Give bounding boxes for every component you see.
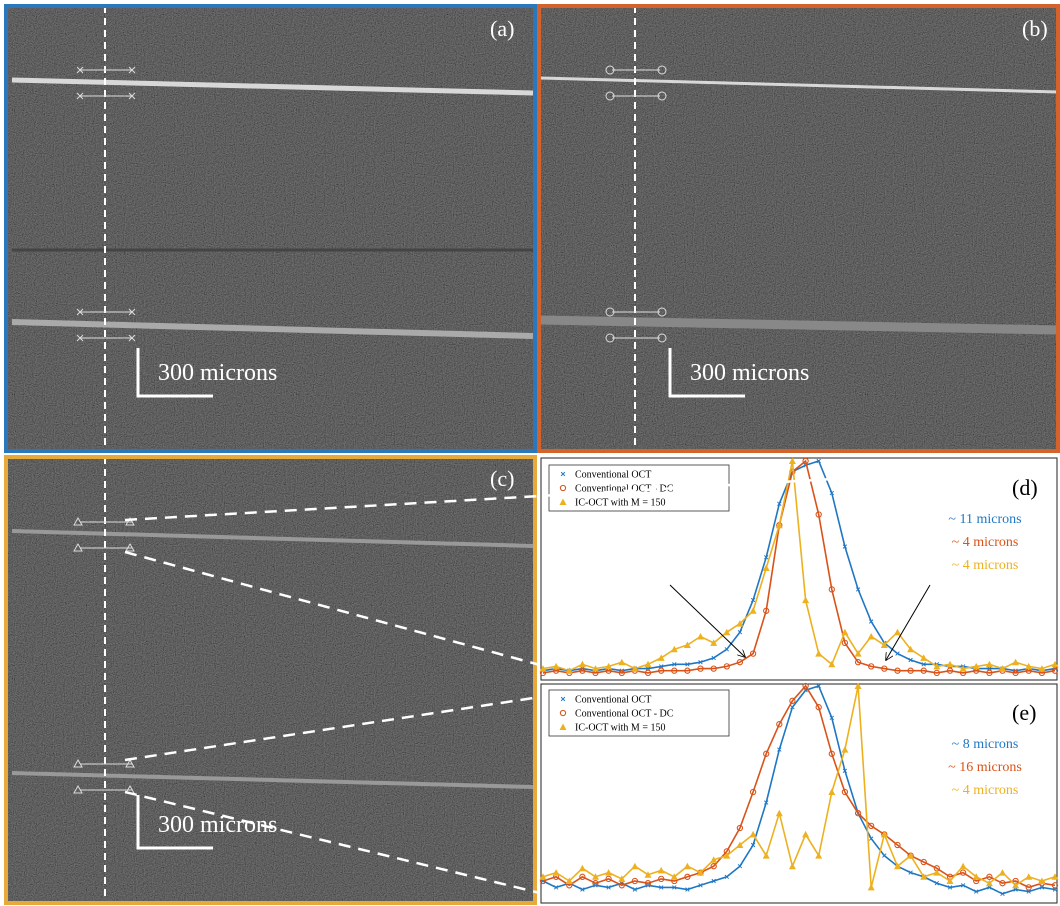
scale-bar-label: 300 microns xyxy=(158,360,277,386)
legend-label: Conventional OCT - DC xyxy=(575,709,674,720)
scale-bar-label: 300 microns xyxy=(690,360,809,386)
fwhm-label: ~ 4 microns xyxy=(952,535,1019,550)
legend-label: Conventional OCT xyxy=(575,695,651,706)
scale-bar-label: 300 microns xyxy=(158,812,277,838)
legend-label: Conventional OCT xyxy=(575,470,651,481)
fwhm-label: ~ 4 microns xyxy=(952,783,1019,798)
legend-label: IC-OCT with M = 150 xyxy=(575,498,665,509)
panel-b: 300 microns (b) xyxy=(539,6,1058,451)
panel-a: 300 microns (a) xyxy=(6,6,535,451)
fwhm-label: ~ 16 microns xyxy=(948,760,1022,775)
fwhm-label: ~ 8 microns xyxy=(952,737,1019,752)
legend-label: IC-OCT with M = 150 xyxy=(575,723,665,734)
panel-label: (e) xyxy=(1012,700,1036,725)
panel-c: 300 microns (c) xyxy=(6,457,535,903)
panel-label: (a) xyxy=(490,16,514,41)
figure: 300 microns (a) 300 microns (b) 300 micr… xyxy=(0,0,1060,906)
panel-label: (c) xyxy=(490,466,514,491)
panel-label: (b) xyxy=(1022,16,1048,41)
panel-label: (d) xyxy=(1012,475,1038,500)
fwhm-label: ~ 11 microns xyxy=(948,512,1021,527)
fwhm-label: ~ 4 microns xyxy=(952,558,1019,573)
